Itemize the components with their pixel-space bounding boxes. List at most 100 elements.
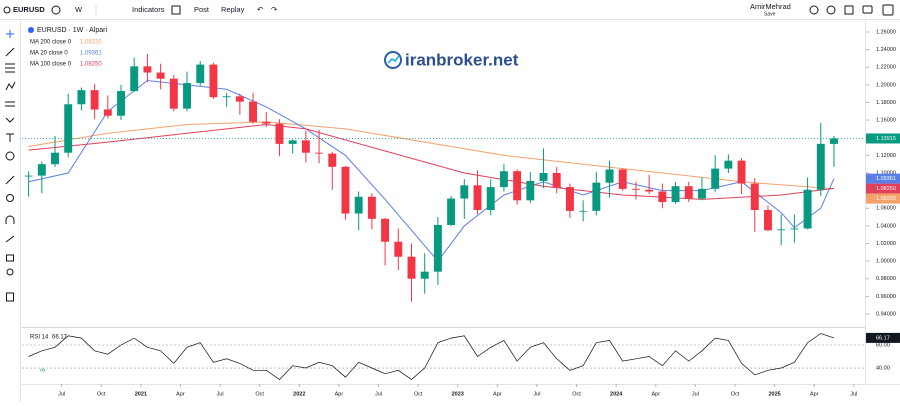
x-tick-label: Oct (97, 391, 106, 397)
rsi-tick-label: 60.00 (876, 342, 890, 348)
price-tag-label: 1.08220 (876, 196, 896, 202)
publish-icon[interactable] (882, 4, 894, 16)
interval[interactable]: W (75, 5, 83, 14)
candle-body (196, 64, 205, 84)
y-tick-label: 1.10000 (876, 170, 896, 176)
candle-body (90, 90, 99, 110)
save-button[interactable]: Save (764, 11, 776, 17)
undo[interactable]: ↶ (257, 5, 264, 14)
candle-body (103, 109, 112, 116)
candle-body (381, 218, 390, 242)
watermark-logo (384, 51, 402, 69)
candle-body (565, 187, 574, 211)
snapshot-icon[interactable] (862, 5, 873, 14)
delete-tool[interactable] (6, 292, 14, 302)
magnet-tool[interactable] (5, 215, 15, 224)
candle-body (539, 172, 548, 181)
ma-line (28, 123, 835, 200)
fib-tool[interactable] (5, 63, 15, 73)
candle-body (235, 96, 244, 102)
redo[interactable]: ↷ (271, 5, 278, 14)
candle-body (209, 64, 218, 98)
trendline-tool[interactable] (5, 47, 15, 57)
x-tick-label: Apr (810, 391, 819, 397)
candle-body (671, 186, 680, 203)
candle-body (301, 140, 310, 153)
emoji-tool[interactable] (5, 151, 15, 161)
x-tick-label: 2024 (610, 391, 623, 397)
layout-icon[interactable] (171, 5, 181, 15)
y-tick-label: 0.94000 (876, 311, 896, 317)
candle-body (631, 188, 640, 190)
candle-body (433, 224, 442, 272)
y-tick-label: 1.16000 (876, 118, 896, 124)
crosshair-tool[interactable] (6, 30, 14, 38)
y-tick-label: 1.04000 (876, 223, 896, 229)
candle-body (764, 209, 772, 231)
x-tick-label: 2021 (135, 391, 147, 397)
rsi-tag-label: 66.17 (876, 335, 890, 341)
candle-body (169, 78, 178, 109)
rsi-icon[interactable]: ∞ (40, 367, 45, 374)
candle-body (737, 160, 746, 184)
legend-name: MA 100 close 0 (30, 62, 72, 68)
x-tick-label: Apr (651, 391, 660, 397)
rsi-line (28, 333, 835, 380)
candle-body (183, 83, 191, 109)
ma-line (28, 121, 835, 190)
legend-value: 1.09361 (80, 51, 102, 57)
candle-body (288, 140, 297, 144)
x-tick-label: 2025 (768, 391, 780, 397)
zoom-tool[interactable] (6, 194, 14, 202)
symbol[interactable]: EURUSD (13, 5, 45, 14)
legend-value: 1.08250 (80, 62, 102, 68)
candle-body (275, 123, 284, 144)
post-button[interactable]: Post (194, 5, 210, 14)
candle-body (367, 196, 376, 219)
user-name[interactable]: AmirMehrad (750, 2, 791, 11)
symbol-icon (28, 27, 34, 33)
watermark-text: iranbroker.net (405, 50, 519, 69)
y-tick-label: 1.22000 (876, 65, 896, 71)
y-tick-label: 1.06000 (876, 206, 896, 212)
x-tick-label: Apr (493, 391, 502, 397)
brush-tool[interactable] (5, 117, 15, 123)
text-tool[interactable] (6, 133, 14, 142)
measure-tool[interactable] (5, 175, 15, 185)
candle-body (394, 241, 403, 257)
candle-body (552, 172, 561, 188)
x-tick-label: Jul (58, 391, 65, 397)
alert-icon[interactable] (809, 5, 819, 15)
y-tick-label: 0.98000 (876, 276, 896, 282)
x-tick-label: Oct (414, 391, 423, 397)
replay-button[interactable]: Replay (221, 5, 245, 14)
x-tick-label: 2023 (452, 391, 464, 397)
x-tick-label: Jul (375, 391, 382, 397)
candle-body (513, 171, 522, 201)
price-tag (866, 193, 900, 204)
lock-tool[interactable] (6, 254, 14, 262)
search-icon[interactable] (3, 6, 11, 14)
watermark-logo-arrow (387, 55, 400, 64)
candle-body (816, 143, 825, 190)
drawing-mode[interactable] (5, 235, 15, 243)
left-toolbar (5, 20, 21, 402)
candle-body (605, 169, 614, 183)
candle-body (698, 188, 706, 199)
price-tag (866, 133, 900, 144)
fullscreen-icon[interactable] (844, 5, 854, 15)
y-tick-label: 1.24000 (876, 47, 896, 53)
projection-tool[interactable] (5, 101, 15, 107)
hide-tool[interactable] (6, 268, 14, 276)
y-tick-label: 1.18000 (876, 100, 896, 106)
candle-body (117, 91, 125, 116)
pattern-tool[interactable] (5, 81, 16, 91)
settings-icon[interactable] (826, 5, 836, 15)
x-tick-label: Jul (692, 391, 699, 397)
candle-body (645, 189, 654, 192)
candle-body (711, 168, 720, 189)
indicators-button[interactable]: Indicators (132, 5, 165, 14)
candle-body (328, 153, 337, 167)
add-symbol[interactable] (51, 5, 61, 15)
candle-body (777, 229, 786, 231)
